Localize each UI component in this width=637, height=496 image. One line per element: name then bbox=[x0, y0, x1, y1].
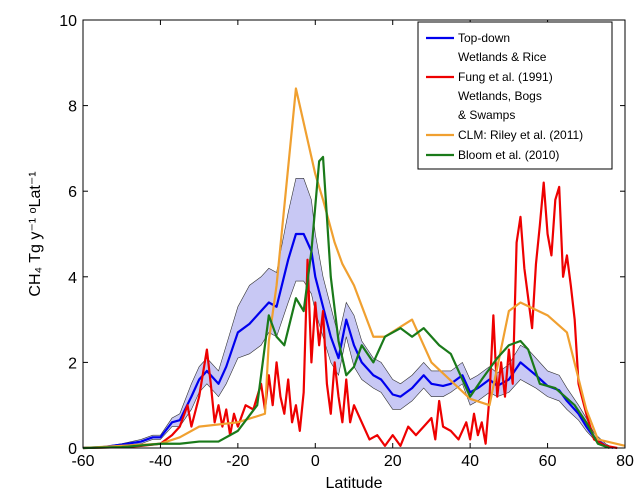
y-tick-label: 10 bbox=[59, 13, 77, 30]
y-tick-label: 0 bbox=[68, 441, 77, 458]
legend-label: Fung et al. (1991) bbox=[458, 70, 553, 84]
x-tick-label: -60 bbox=[71, 453, 94, 470]
x-tick-label: -40 bbox=[149, 453, 172, 470]
legend-label: & Swamps bbox=[458, 108, 515, 122]
y-tick-label: 8 bbox=[68, 99, 77, 116]
y-axis-label: CH₄ Tg y⁻¹ ᵒLat⁻¹ bbox=[27, 171, 44, 296]
y-tick-label: 4 bbox=[68, 270, 77, 287]
series-line bbox=[82, 181, 618, 450]
legend-box bbox=[417, 21, 613, 170]
x-tick-label: 40 bbox=[461, 453, 479, 470]
x-tick-label: 60 bbox=[539, 453, 557, 470]
series-line bbox=[82, 87, 626, 450]
legend-label: CLM: Riley et al. (2011) bbox=[458, 128, 583, 142]
x-tick-label: 0 bbox=[311, 453, 320, 470]
y-tick-label: 2 bbox=[68, 355, 77, 372]
plot-frame bbox=[82, 19, 626, 449]
x-tick-label: -20 bbox=[226, 453, 249, 470]
legend-label: Wetlands, Bogs bbox=[458, 89, 542, 103]
series-line bbox=[82, 232, 614, 450]
series-line bbox=[82, 155, 610, 450]
legend-label: Wetlands & Rice bbox=[458, 50, 547, 64]
legend-label: Top-down bbox=[458, 31, 510, 45]
legend-label: Bloom et al. (2010) bbox=[458, 148, 559, 162]
x-tick-label: 20 bbox=[384, 453, 402, 470]
y-tick-label: 6 bbox=[68, 184, 77, 201]
x-tick-label: 80 bbox=[616, 453, 634, 470]
x-axis-label: Latitude bbox=[326, 475, 383, 492]
